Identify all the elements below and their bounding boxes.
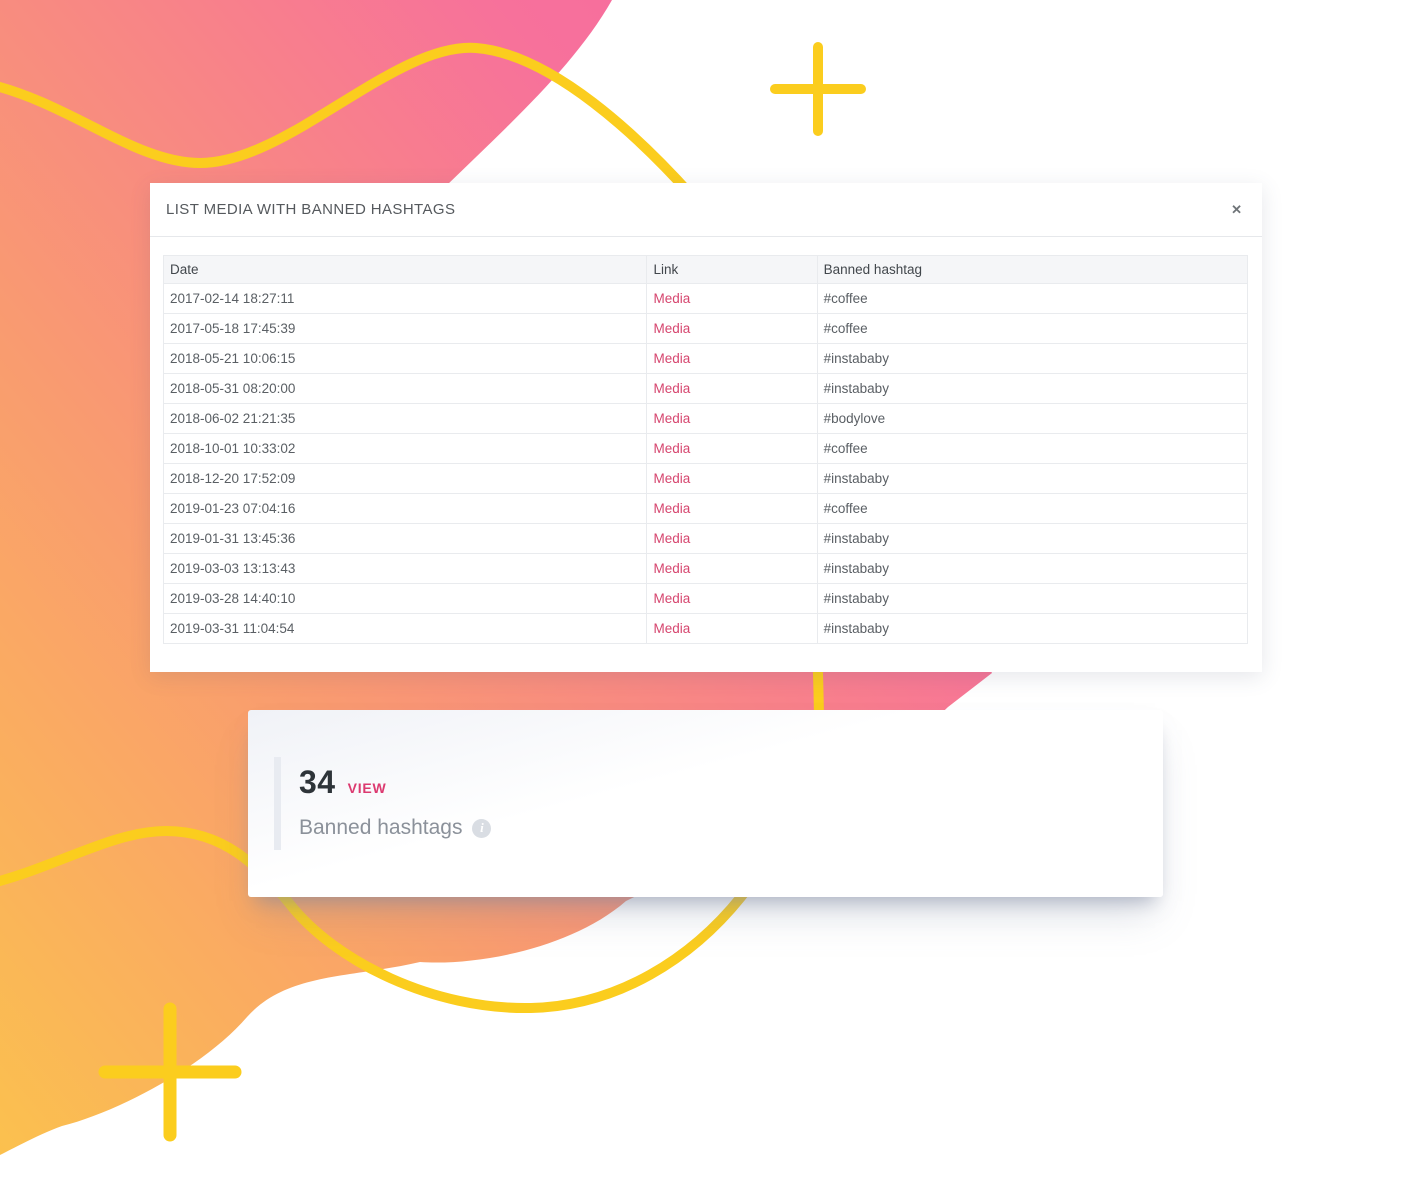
media-link[interactable]: Media: [653, 291, 691, 306]
modal-header: LIST MEDIA WITH BANNED HASHTAGS ✕: [150, 183, 1262, 237]
media-link[interactable]: Media: [653, 501, 691, 516]
bottom-wave: [0, 825, 768, 1014]
media-link[interactable]: Media: [653, 441, 691, 456]
cell-date: 2018-10-01 10:33:02: [162, 433, 648, 464]
cell-link: Media: [646, 463, 818, 494]
table-header-row: Date Link Banned hashtag: [162, 255, 1249, 284]
card-accent-bar: [274, 757, 281, 850]
media-link[interactable]: Media: [653, 531, 691, 546]
table-row: 2018-05-21 10:06:15 Media #instababy: [162, 343, 1249, 374]
media-link[interactable]: Media: [653, 561, 691, 576]
media-link[interactable]: Media: [653, 321, 691, 336]
cell-date: 2019-03-28 14:40:10: [162, 583, 648, 614]
cell-date: 2018-06-02 21:21:35: [162, 403, 648, 434]
table-row: 2019-03-03 13:13:43 Media #instababy: [162, 553, 1249, 584]
cell-banned-hashtag: #instababy: [816, 463, 1249, 494]
cell-link: Media: [646, 493, 818, 524]
cell-link: Media: [646, 553, 818, 584]
cell-banned-hashtag: #instababy: [816, 373, 1249, 404]
banned-hashtags-modal: LIST MEDIA WITH BANNED HASHTAGS ✕ Date L…: [150, 183, 1262, 672]
media-link[interactable]: Media: [653, 621, 691, 636]
table-row: 2019-03-28 14:40:10 Media #instababy: [162, 583, 1249, 614]
table-row: 2018-12-20 17:52:09 Media #instababy: [162, 463, 1249, 494]
table-row: 2019-01-23 07:04:16 Media #coffee: [162, 493, 1249, 524]
media-link[interactable]: Media: [653, 381, 691, 396]
modal-title: LIST MEDIA WITH BANNED HASHTAGS: [166, 201, 456, 218]
top-plus: [770, 42, 866, 136]
cell-link: Media: [646, 403, 818, 434]
cell-date: 2017-02-14 18:27:11: [162, 283, 648, 314]
card-label-line: Banned hashtags i: [299, 816, 492, 840]
close-icon[interactable]: ✕: [1225, 199, 1248, 220]
column-header-banned-hashtag: Banned hashtag: [816, 255, 1249, 284]
table-row: 2017-02-14 18:27:11 Media #coffee: [162, 283, 1249, 314]
media-link[interactable]: Media: [653, 591, 691, 606]
cell-link: Media: [646, 613, 818, 644]
column-header-date: Date: [162, 255, 648, 284]
table-row: 2019-01-31 13:45:36 Media #instababy: [162, 523, 1249, 554]
cell-date: 2019-01-31 13:45:36: [162, 523, 648, 554]
column-header-link: Link: [646, 255, 818, 284]
cell-date: 2019-01-23 07:04:16: [162, 493, 648, 524]
media-link[interactable]: Media: [653, 351, 691, 366]
cell-date: 2018-05-21 10:06:15: [162, 343, 648, 374]
cell-banned-hashtag: #instababy: [816, 613, 1249, 644]
cell-banned-hashtag: #bodylove: [816, 403, 1249, 434]
cell-banned-hashtag: #instababy: [816, 553, 1249, 584]
cell-date: 2017-05-18 17:45:39: [162, 313, 648, 344]
table-row: 2018-05-31 08:20:00 Media #instababy: [162, 373, 1249, 404]
card-stat-line: 34 VIEW: [299, 764, 387, 801]
cell-banned-hashtag: #coffee: [816, 313, 1249, 344]
cell-link: Media: [646, 523, 818, 554]
info-icon[interactable]: i: [472, 818, 492, 838]
cell-link: Media: [646, 343, 818, 374]
bottom-plus: [98, 1002, 242, 1142]
table-row: 2018-10-01 10:33:02 Media #coffee: [162, 433, 1249, 464]
cell-banned-hashtag: #instababy: [816, 523, 1249, 554]
cell-date: 2019-03-31 11:04:54: [162, 613, 648, 644]
cell-link: Media: [646, 373, 818, 404]
banned-hashtags-stat-card: 34 VIEW Banned hashtags i: [248, 710, 1163, 897]
cell-date: 2018-05-31 08:20:00: [162, 373, 648, 404]
cell-link: Media: [646, 283, 818, 314]
cell-link: Media: [646, 583, 818, 614]
media-link[interactable]: Media: [653, 411, 691, 426]
cell-banned-hashtag: #coffee: [816, 493, 1249, 524]
cell-banned-hashtag: #coffee: [816, 283, 1249, 314]
cell-date: 2018-12-20 17:52:09: [162, 463, 648, 494]
cell-banned-hashtag: #instababy: [816, 343, 1249, 374]
table-row: 2017-05-18 17:45:39 Media #coffee: [162, 313, 1249, 344]
view-link[interactable]: VIEW: [347, 780, 387, 796]
banned-hashtags-table: Date Link Banned hashtag 2017-02-14 18:2…: [162, 255, 1249, 644]
stat-value: 34: [299, 764, 336, 800]
cell-date: 2019-03-03 13:13:43: [162, 553, 648, 584]
media-link[interactable]: Media: [653, 471, 691, 486]
cell-banned-hashtag: #instababy: [816, 583, 1249, 614]
cell-link: Media: [646, 433, 818, 464]
cell-link: Media: [646, 313, 818, 344]
stat-label: Banned hashtags: [299, 816, 463, 839]
table-row: 2018-06-02 21:21:35 Media #bodylove: [162, 403, 1249, 434]
table-body: 2017-02-14 18:27:11 Media #coffee 2017-0…: [162, 283, 1249, 644]
table-row: 2019-03-31 11:04:54 Media #instababy: [162, 613, 1249, 644]
cell-banned-hashtag: #coffee: [816, 433, 1249, 464]
modal-body: Date Link Banned hashtag 2017-02-14 18:2…: [150, 237, 1262, 644]
